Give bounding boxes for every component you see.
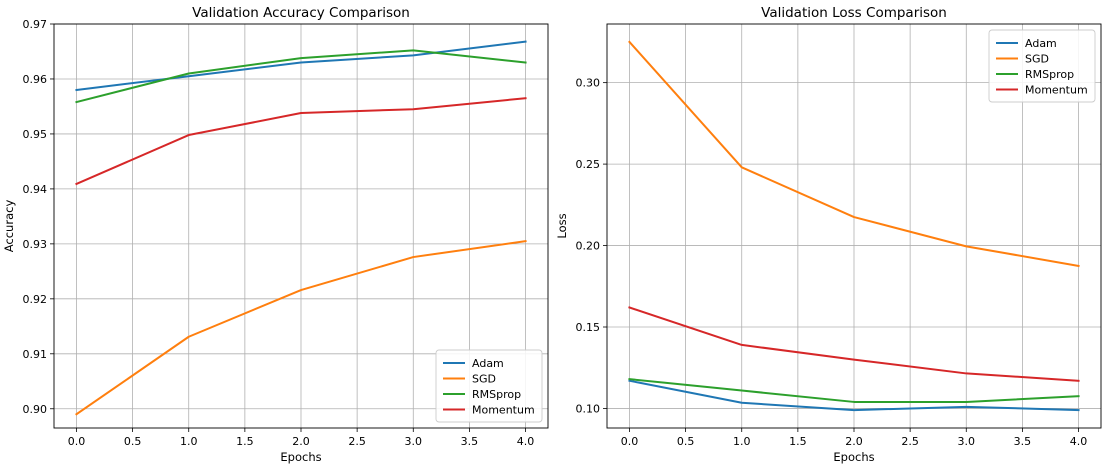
series-line-rmsprop: [628, 378, 1080, 403]
legend-label: SGD: [472, 373, 496, 386]
x-tick-label: 4.0: [1070, 435, 1088, 448]
x-tick-label: 3.0: [405, 435, 423, 448]
y-tick-label: 0.15: [576, 321, 601, 334]
x-tick-label: 0.0: [621, 435, 639, 448]
y-axis-label: Loss: [555, 213, 569, 238]
chart-title: Validation Accuracy Comparison: [192, 5, 410, 21]
legend-label: Momentum: [1025, 84, 1088, 97]
series-line-sgd: [628, 40, 1080, 268]
chart-loss: 0.0 0.5 1.0 1.5 2.0 2.5 3.0 3.5 4.0 0.10 0.15 0.20 0…: [555, 5, 1102, 464]
x-axis-label: Epochs: [833, 450, 874, 464]
x-tick-label: 1.0: [733, 435, 751, 448]
series-line-rmsprop: [75, 49, 527, 104]
y-tick-label: 0.96: [23, 73, 48, 86]
y-tick-label: 0.97: [23, 18, 48, 31]
legend-box: [435, 349, 543, 423]
y-tick-label: 0.91: [23, 348, 48, 361]
x-tick-label: 2.0: [845, 435, 863, 448]
x-tick-label: 1.0: [180, 435, 198, 448]
x-tick-label: 3.5: [461, 435, 479, 448]
chart-accuracy: 0.0 0.5 1.0 1.5 2.0 2.5 3.0 3.5 4.0 0.90 0.91 0.92 0…: [2, 5, 549, 464]
legend-label: RMSprop: [1025, 68, 1074, 81]
y-tick-label: 0.30: [576, 77, 601, 90]
chart-title: Validation Loss Comparison: [761, 5, 947, 21]
y-tick-label: 0.95: [23, 128, 48, 141]
y-tick-label: 0.93: [23, 238, 48, 251]
x-tick-label: 4.0: [517, 435, 535, 448]
x-tick-label: 0.5: [677, 435, 695, 448]
x-tick-label: 3.0: [958, 435, 976, 448]
legend-label: RMSprop: [472, 388, 521, 401]
x-tick-label: 1.5: [236, 435, 254, 448]
legend-label: SGD: [1025, 53, 1049, 66]
legend-box: [988, 29, 1096, 103]
y-tick-label: 0.92: [23, 293, 48, 306]
x-tick-label: 0.0: [68, 435, 86, 448]
x-tick-label: 2.5: [901, 435, 919, 448]
plot-frame: [606, 23, 1102, 429]
series-line-adam: [75, 40, 527, 92]
y-tick-label: 0.90: [23, 403, 48, 416]
legend: Adam SGD RMSprop Momentum: [988, 29, 1096, 103]
series-line-momentum: [628, 306, 1080, 382]
y-tick-label: 0.10: [576, 402, 601, 415]
x-axis-label: Epochs: [280, 450, 321, 464]
y-tick-label: 0.94: [23, 183, 48, 196]
x-tick-label: 1.5: [789, 435, 807, 448]
y-tick-label: 0.25: [576, 158, 601, 171]
x-tick-label: 3.5: [1014, 435, 1032, 448]
series-line-adam: [628, 379, 1080, 412]
x-tick-label: 2.5: [348, 435, 366, 448]
y-tick-label: 0.20: [576, 240, 601, 253]
y-axis-label: Accuracy: [2, 200, 16, 253]
series-line-momentum: [75, 97, 527, 186]
legend: Adam SGD RMSprop Momentum: [435, 349, 543, 423]
legend-label: Momentum: [472, 404, 535, 417]
x-tick-label: 0.5: [124, 435, 142, 448]
legend-label: Adam: [472, 357, 504, 370]
legend-label: Adam: [1025, 37, 1057, 50]
series-line-sgd: [75, 239, 527, 416]
plot-frame: [53, 23, 549, 429]
x-tick-label: 2.0: [292, 435, 310, 448]
